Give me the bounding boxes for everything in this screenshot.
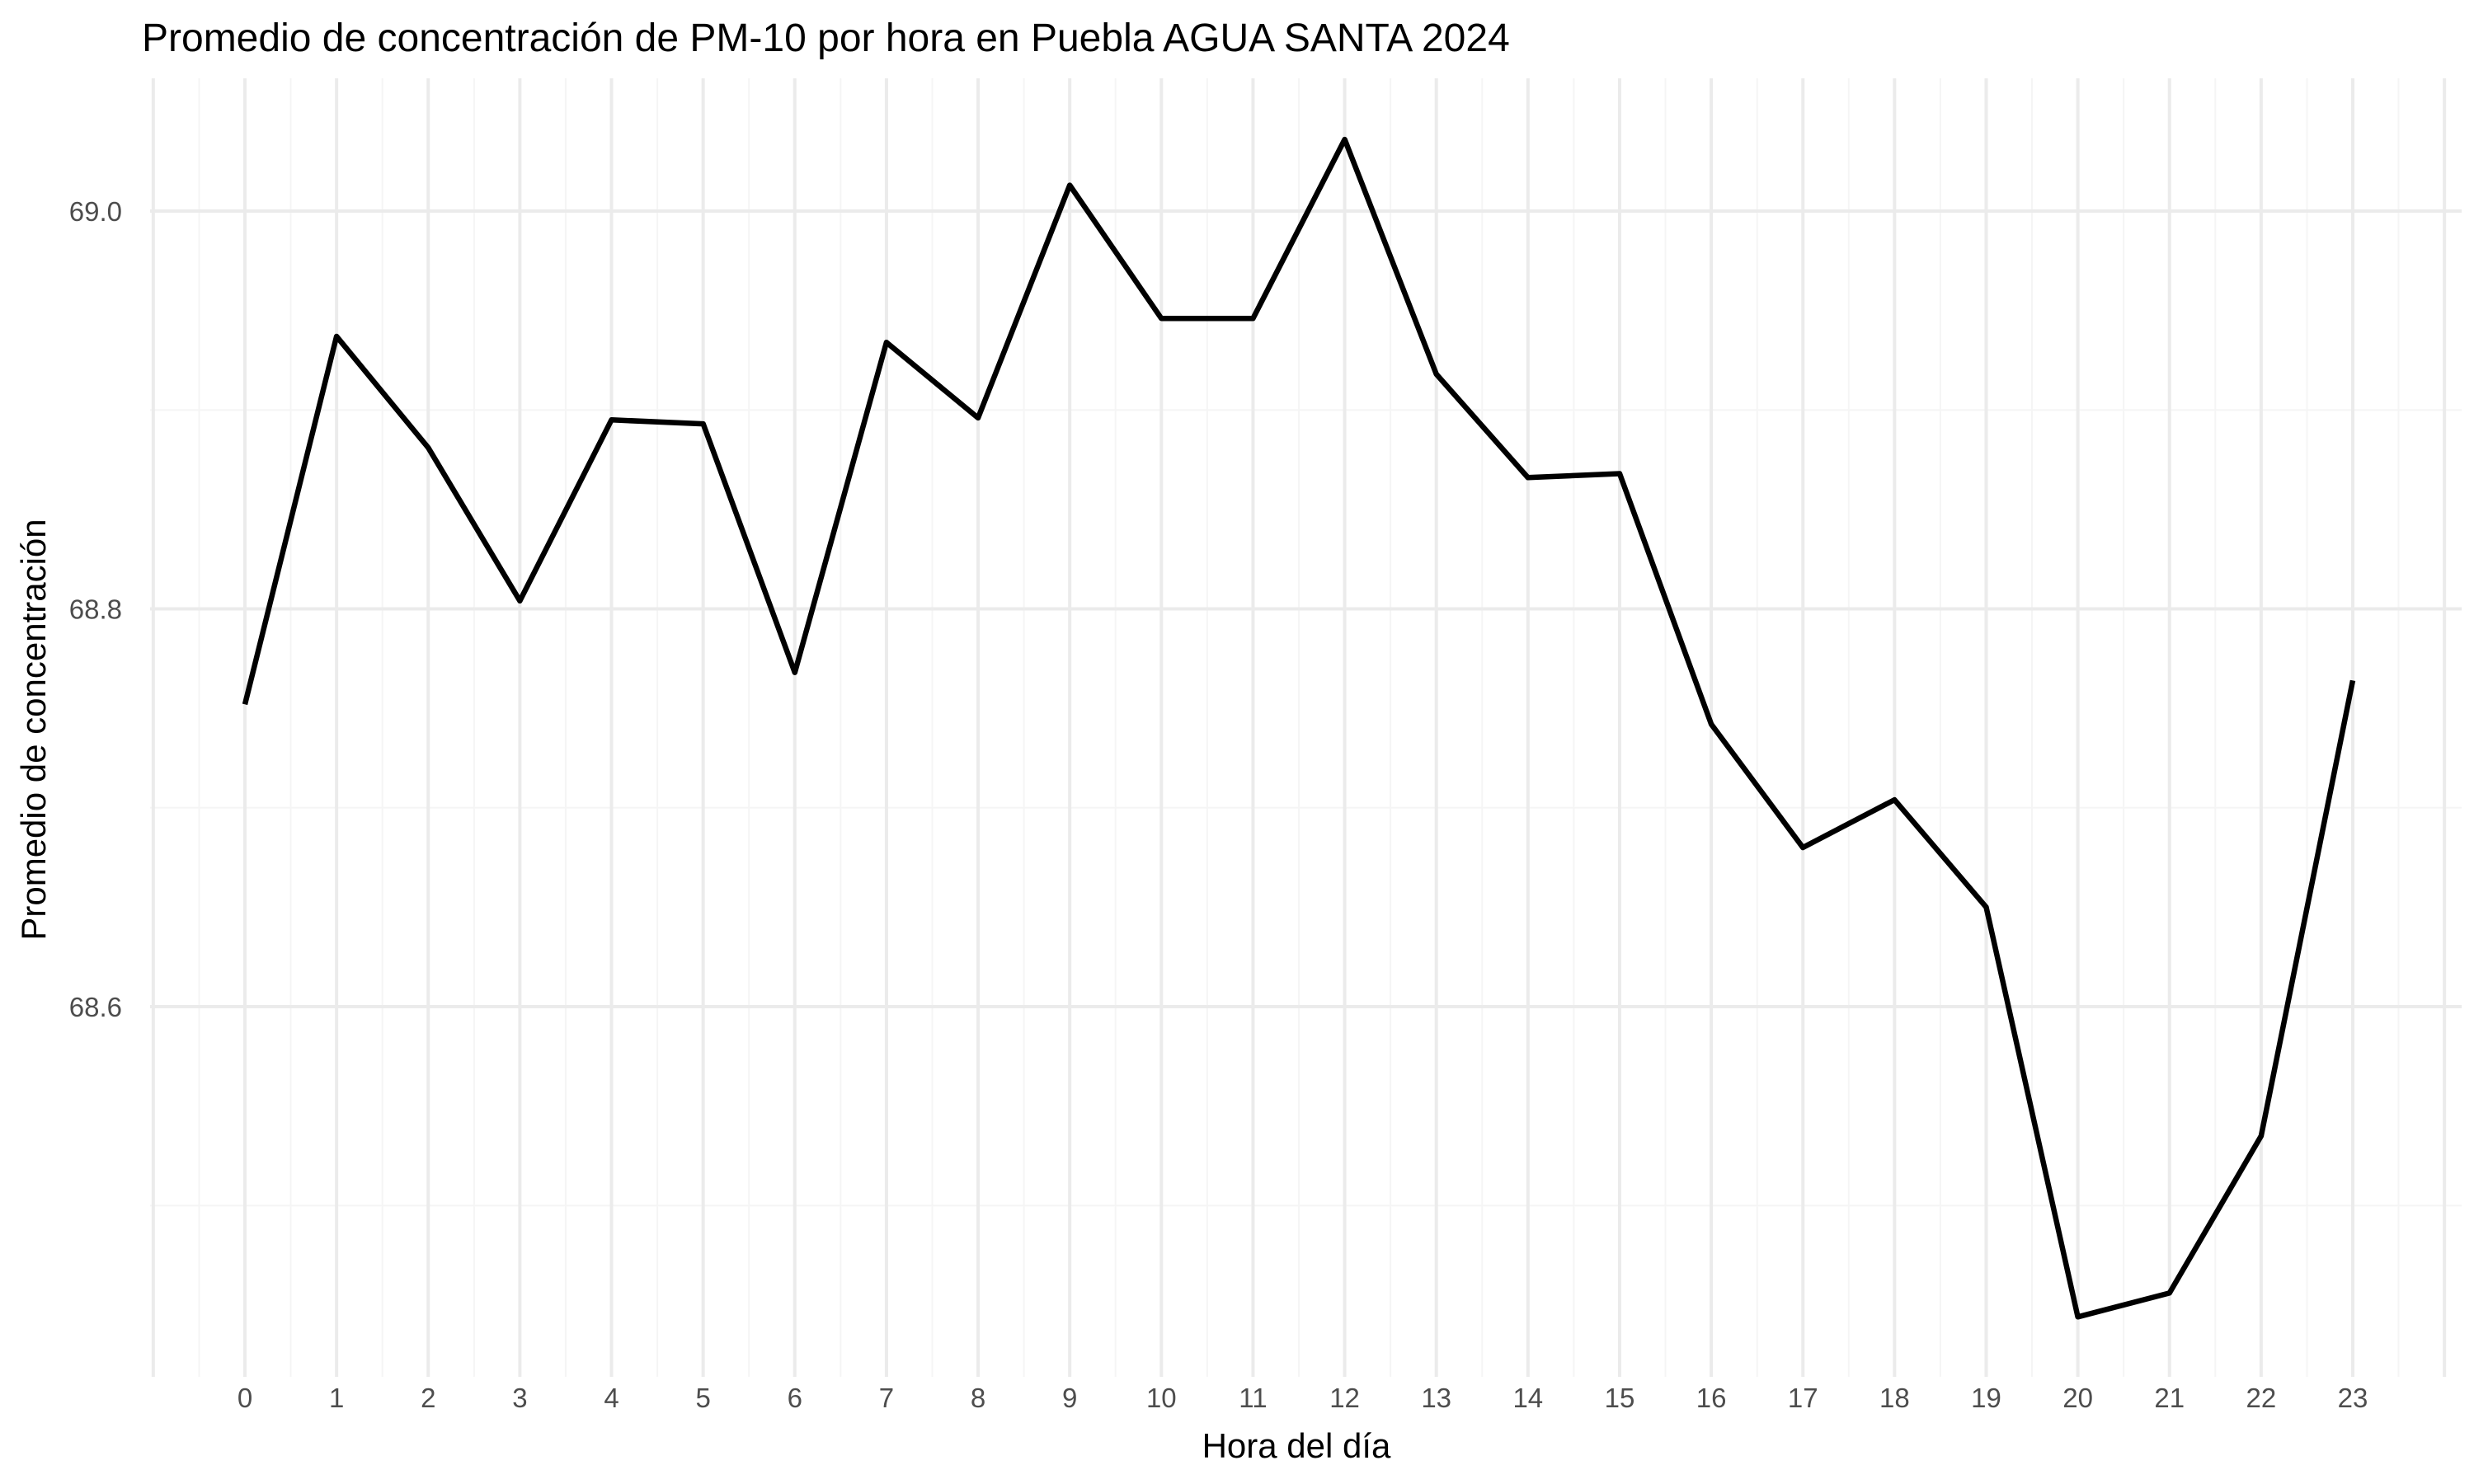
x-tick-label: 15	[1605, 1383, 1635, 1413]
x-tick-label: 18	[1879, 1383, 1910, 1413]
x-tick-label: 12	[1329, 1383, 1360, 1413]
x-tick-label: 4	[604, 1383, 618, 1413]
x-tick-label: 8	[971, 1383, 985, 1413]
x-tick-label: 21	[2154, 1383, 2185, 1413]
x-tick-label: 17	[1788, 1383, 1818, 1413]
x-tick-label: 19	[1971, 1383, 2001, 1413]
x-tick-label: 14	[1512, 1383, 1543, 1413]
y-axis-title: Promedio de concentración	[14, 519, 53, 940]
x-axis-title: Hora del día	[1202, 1426, 1391, 1465]
x-tick-label: 20	[2062, 1383, 2093, 1413]
x-tick-labels: 0 1 2 3 4 5 6 7 8 9 10 11 12 13 14 15 16 17 18 19 20 21 22 23	[238, 1383, 2368, 1413]
series-line	[242, 136, 2356, 1320]
x-tick-label: 16	[1696, 1383, 1727, 1413]
x-tick-label: 7	[879, 1383, 894, 1413]
grid	[150, 78, 2462, 1377]
x-tick-label: 3	[512, 1383, 527, 1413]
x-tick-label: 6	[788, 1383, 802, 1413]
x-tick-label: 11	[1239, 1383, 1267, 1413]
x-tick-label: 2	[421, 1383, 435, 1413]
y-tick-label: 68.6	[69, 992, 122, 1022]
x-tick-label: 1	[329, 1383, 344, 1413]
y-tick-label: 68.8	[69, 594, 122, 625]
x-tick-label: 9	[1062, 1383, 1077, 1413]
y-tick-label: 69.0	[69, 196, 122, 227]
x-tick-label: 5	[695, 1383, 710, 1413]
y-tick-labels: 68.6 68.8 69.0	[69, 196, 122, 1022]
x-tick-label: 23	[2338, 1383, 2368, 1413]
x-tick-label: 13	[1421, 1383, 1451, 1413]
chart-title: Promedio de concentración de PM-10 por h…	[142, 16, 1510, 60]
x-tick-label: 22	[2246, 1383, 2277, 1413]
series-layer	[242, 136, 2356, 1320]
x-tick-label: 10	[1146, 1383, 1177, 1413]
x-tick-label: 0	[238, 1383, 252, 1413]
